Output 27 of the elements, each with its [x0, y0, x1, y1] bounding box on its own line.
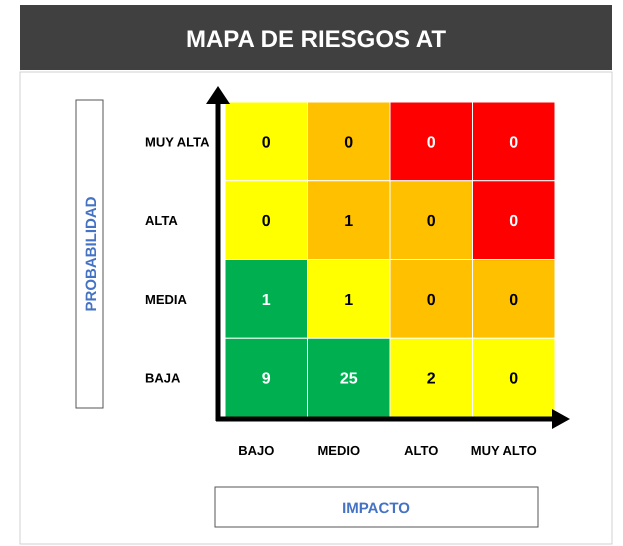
data-label: 0 [509, 292, 518, 309]
data-label: 9 [262, 370, 271, 388]
data-label: 1 [344, 292, 354, 309]
chart-title: MAPA DE RIESGOS AT [186, 26, 446, 53]
data-label: 0 [426, 213, 436, 230]
data-label: 0 [262, 213, 271, 230]
data-label: 1 [262, 292, 271, 309]
y-tick-label: ALTA [145, 213, 178, 228]
x-tick-label: MEDIO [317, 443, 360, 458]
data-label: 0 [344, 134, 354, 152]
data-label: 1 [344, 213, 354, 230]
x-axis-title: IMPACTO [342, 500, 410, 517]
data-label: 0 [262, 134, 271, 152]
y-tick-label: MEDIA [145, 292, 188, 307]
y-tick-label: BAJA [145, 370, 182, 386]
x-tick-label: BAJO [238, 443, 274, 458]
y-tick-label: MUY ALTA [145, 134, 210, 150]
data-label: 0 [426, 134, 436, 152]
data-label: 0 [509, 213, 518, 230]
data-label: 0 [509, 134, 518, 152]
data-label: 0 [509, 370, 518, 388]
x-tick-label: MUY ALTO [470, 443, 537, 458]
data-label: 2 [426, 370, 436, 388]
data-label: 25 [340, 370, 358, 388]
x-tick-label: ALTO [404, 443, 438, 458]
y-axis-title: PROBABILIDAD [83, 196, 100, 312]
data-label: 0 [426, 292, 436, 309]
